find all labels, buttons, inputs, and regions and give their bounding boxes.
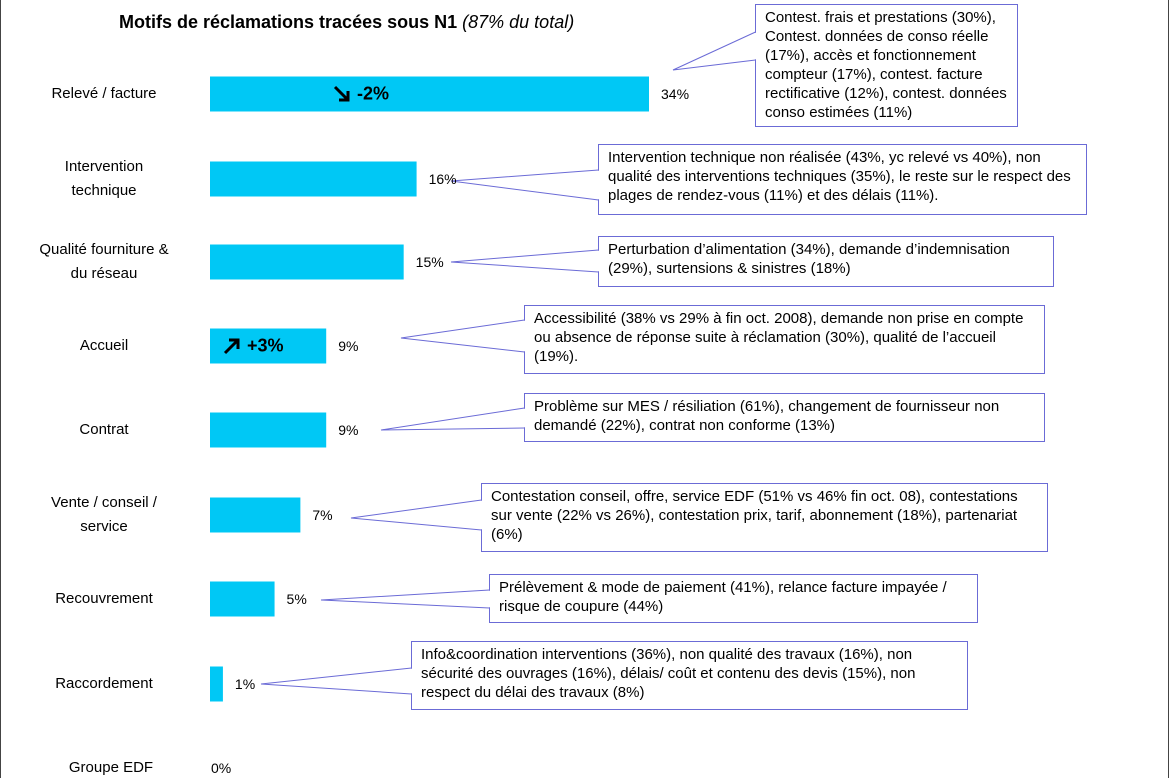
category-label: Groupe EDF (68, 759, 154, 776)
callout-box (411, 641, 968, 710)
callout-pointer (450, 249, 599, 273)
value-label: 9% (338, 422, 359, 438)
value-label: 7% (312, 507, 333, 523)
bar (210, 581, 275, 617)
callout-pointer (350, 499, 482, 531)
category-label: Raccordement (55, 675, 153, 692)
category-label: Recouvrement (55, 590, 153, 607)
callout-pointer (400, 319, 525, 353)
callout-box (524, 393, 1045, 442)
value-label: 0% (211, 760, 232, 776)
callout-box (481, 483, 1048, 552)
callout-text: Prélèvement & mode de paiement (41%), re… (499, 579, 947, 615)
callout-text: Contest. frais et prestations (30%), Con… (765, 9, 1007, 121)
callout-text: Intervention technique non réalisée (43%… (608, 149, 1071, 204)
arrow-path (223, 338, 240, 355)
bar (210, 666, 223, 702)
trend-label: -2% (357, 83, 390, 104)
category-label: Relevé / facture (51, 85, 157, 102)
value-label: 9% (338, 338, 359, 354)
chart-title: Motifs de réclamations tracées sous N1 (119, 12, 458, 32)
callout-pointer (672, 31, 756, 71)
bar (210, 244, 404, 280)
value-label: 15% (415, 254, 444, 270)
value-label: 5% (286, 591, 307, 607)
callout-text: Accessibilité (38% vs 29% à fin oct. 200… (534, 310, 1024, 365)
bar (210, 412, 327, 448)
callout-box (524, 305, 1045, 374)
callout-text: Problème sur MES / résiliation (61%), ch… (534, 398, 1000, 434)
trend-arrow (223, 338, 240, 355)
trend-arrow (333, 85, 350, 102)
value-label: 16% (428, 171, 457, 187)
value-label: 34% (661, 86, 690, 102)
callout-pointer (380, 407, 525, 431)
callout-text: Contestation conseil, offre, service EDF… (491, 488, 1018, 543)
callout-box (598, 144, 1087, 215)
bar (210, 328, 327, 364)
callout-text: Perturbation d’alimentation (34%), deman… (608, 241, 1010, 277)
bar (210, 497, 301, 533)
callout-pointer (260, 667, 412, 695)
bar (210, 161, 417, 197)
bar (210, 76, 649, 112)
chart-subtitle: (87% du total) (462, 12, 575, 32)
category-label: Intervention technique (64, 158, 144, 199)
arrow-path (333, 85, 350, 102)
title-block: Motifs de réclamations tracées sous N1 (… (119, 12, 574, 33)
category-label: Accueil (79, 337, 129, 354)
category-label: Contrat (79, 421, 129, 438)
category-label: Qualité fourniture & du réseau (39, 241, 169, 282)
callout-box (755, 4, 1018, 127)
value-label: 1% (234, 676, 256, 692)
callout-pointer (450, 169, 599, 201)
callout-text: Info&coordination interventions (36%), n… (421, 646, 916, 701)
trend-label: +3% (247, 335, 284, 356)
category-label: Vente / conseil / service (51, 494, 157, 535)
callout-pointer (320, 589, 490, 609)
